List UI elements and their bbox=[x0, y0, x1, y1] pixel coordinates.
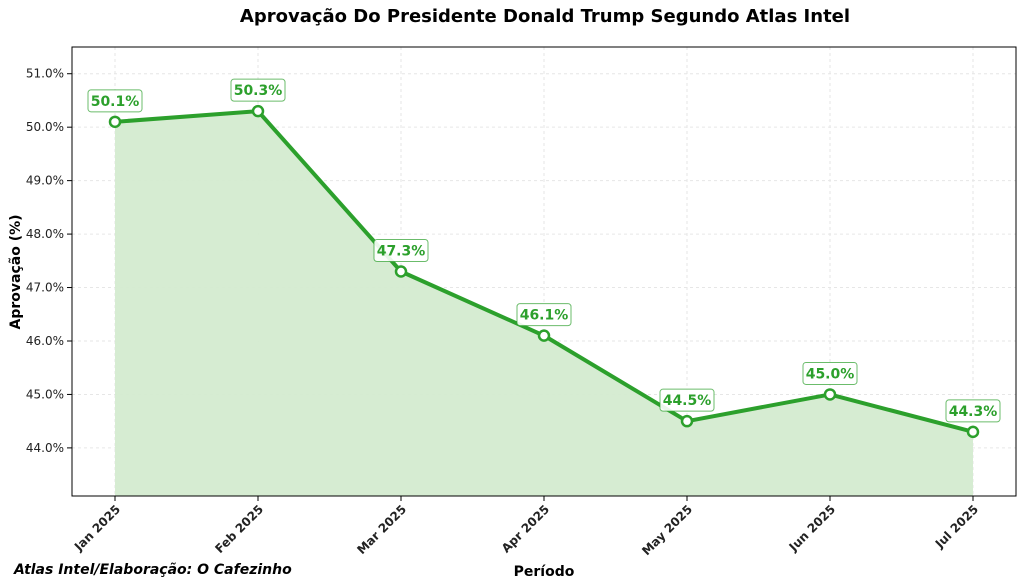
x-tick-label: Feb 2025 bbox=[212, 502, 266, 556]
data-label-box bbox=[373, 239, 429, 262]
data-point bbox=[108, 115, 122, 129]
data-label-box bbox=[659, 388, 715, 412]
data-labels: 50.1% 50.3% 47.3% 46.1% 44.5% 45.0% 44.3% bbox=[87, 78, 1001, 423]
y-tick-label: 47.0% bbox=[26, 281, 64, 295]
x-axis-label: Período bbox=[514, 564, 575, 580]
data-label-box bbox=[802, 361, 858, 385]
data-label-box bbox=[945, 399, 1001, 423]
data-points bbox=[108, 104, 980, 439]
data-label: 45.0% bbox=[802, 361, 858, 385]
x-tick-label: Jun 2025 bbox=[786, 502, 838, 554]
data-point bbox=[680, 414, 694, 428]
x-tick-label: Apr 2025 bbox=[499, 502, 552, 555]
area-fill bbox=[115, 111, 973, 497]
data-label-text: 46.1% bbox=[520, 308, 569, 324]
x-tick-label: Jan 2025 bbox=[71, 502, 123, 554]
y-axis-label: Aprovação (%) bbox=[8, 214, 24, 329]
data-label-box bbox=[87, 89, 143, 113]
x-tick-label: Mar 2025 bbox=[354, 502, 409, 557]
data-point bbox=[966, 425, 980, 439]
data-label: 44.5% bbox=[659, 388, 715, 412]
data-label-box bbox=[230, 78, 286, 102]
x-tick-label: May 2025 bbox=[639, 502, 695, 558]
data-label-text: 45.0% bbox=[806, 366, 855, 382]
y-tick-label: 46.0% bbox=[26, 334, 64, 348]
data-label-text: 47.3% bbox=[377, 244, 426, 260]
y-tick-label: 50.0% bbox=[26, 120, 64, 134]
data-point bbox=[537, 329, 551, 342]
y-tick-label: 44.0% bbox=[26, 441, 64, 455]
data-label-text: 50.3% bbox=[234, 83, 283, 99]
y-tick-label: 51.0% bbox=[26, 67, 64, 81]
data-label: 50.3% bbox=[230, 78, 286, 102]
data-label: 44.3% bbox=[945, 399, 1001, 423]
y-tick-label: 49.0% bbox=[26, 174, 64, 188]
x-tick-label: Jul 2025 bbox=[932, 502, 981, 551]
data-label: 47.3% bbox=[373, 239, 429, 262]
y-tick-label: 45.0% bbox=[26, 387, 64, 401]
data-label-text: 50.1% bbox=[91, 94, 140, 110]
source-note: Atlas Intel/Elaboração: O Cafezinho bbox=[13, 562, 292, 578]
chart-title: Aprovação Do Presidente Donald Trump Seg… bbox=[240, 6, 850, 27]
data-point bbox=[251, 104, 265, 118]
data-label-text: 44.3% bbox=[949, 404, 998, 420]
data-point bbox=[394, 265, 408, 278]
data-label-box bbox=[516, 303, 572, 327]
y-tick-label: 48.0% bbox=[26, 227, 64, 241]
data-label: 50.1% bbox=[87, 89, 143, 113]
data-label: 46.1% bbox=[516, 303, 572, 327]
data-label-text: 44.5% bbox=[663, 393, 712, 409]
data-point bbox=[823, 388, 837, 401]
